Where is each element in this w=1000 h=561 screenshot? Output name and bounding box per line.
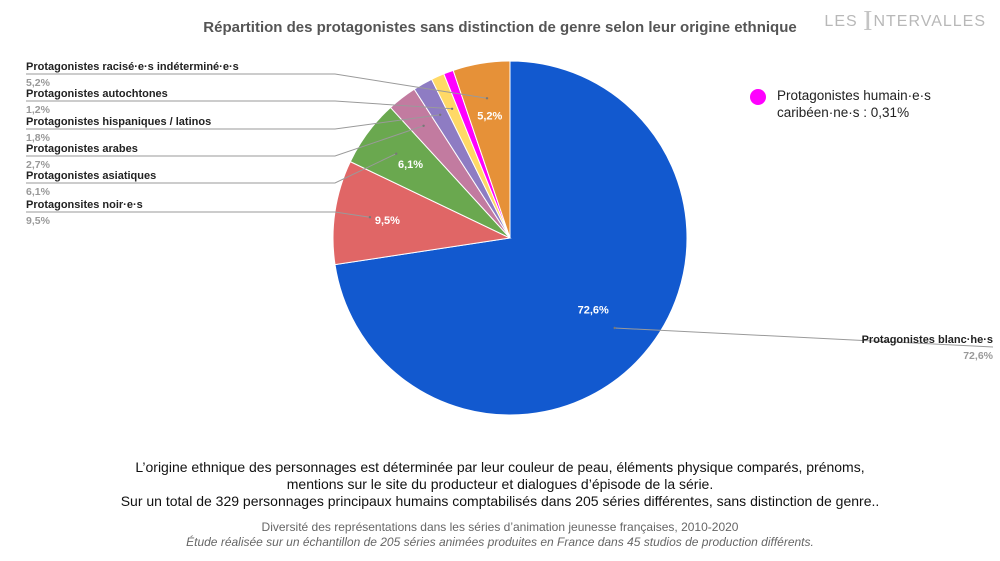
callout-name: Protagonistes racisé·e·s indéterminé·e·s: [26, 61, 239, 73]
callout-anchor-dot: [395, 152, 398, 155]
methodology-caption: L’origine ethnique des personnages est d…: [0, 459, 1000, 510]
callout-value: 1,8%: [26, 132, 51, 144]
callout-leader-line: [26, 73, 488, 99]
legend-swatch: [750, 89, 766, 105]
chart-legend: Protagonistes humain·e·s caribéen·ne·s :…: [750, 87, 977, 121]
callout-value: 1,2%: [26, 104, 51, 116]
callout-leader-line: [26, 125, 424, 157]
callout-anchor-dot: [613, 326, 616, 330]
slice-value-label: 5,2%: [477, 111, 502, 123]
slice-value-label: 9,5%: [375, 215, 400, 227]
brand-logo: LES INTERVALLES: [824, 6, 986, 37]
caption-line-2: mentions sur le site du producteur et di…: [286, 476, 714, 492]
callout-value: 72,6%: [963, 350, 993, 362]
callout-name: Protagonsites noir·e·s: [26, 199, 143, 211]
callout-anchor-dot: [485, 97, 489, 100]
callout-name: Protagonistes blanc·he·s: [862, 334, 993, 346]
callout-anchor-dot: [422, 124, 425, 128]
slice-value-label: 6,1%: [398, 159, 423, 171]
legend-label: Protagonistes humain·e·s caribéen·ne·s :…: [777, 88, 931, 120]
pie-slice-protagonistes-racise-e-s-indetermine-e-s: [452, 60, 511, 239]
callout-value: 2,7%: [26, 159, 51, 171]
callout-value: 6,1%: [26, 186, 51, 198]
callout-name: Protagonistes asiatiques: [26, 170, 156, 182]
caption-line-3: Sur un total de 329 personnages principa…: [120, 493, 880, 509]
callout-leader-line: [26, 100, 453, 110]
source-note: Diversité des représentations dans les s…: [0, 520, 1000, 550]
callout-anchor-dot: [439, 113, 442, 117]
callout-leader-line: [26, 114, 441, 130]
callout-name: Protagonistes autochtones: [26, 88, 168, 100]
source-line-1: Diversité des représentations dans les s…: [261, 520, 739, 534]
callout-leader-line: [26, 153, 397, 184]
caption-line-1: L’origine ethnique des personnages est d…: [135, 459, 865, 475]
source-line-2: Étude réalisée sur un échantillon de 205…: [186, 535, 814, 549]
callout-leader-line: [614, 327, 994, 348]
callout-anchor-dot: [450, 107, 454, 111]
chart-title: Répartition des protagonistes sans disti…: [203, 19, 797, 36]
callout-anchor-dot: [368, 216, 372, 219]
callout-name: Protagonistes hispaniques / latinos: [26, 116, 211, 128]
callout-leader-line: [26, 211, 370, 218]
callout-value: 9,5%: [26, 215, 51, 227]
callout-value: 5,2%: [26, 77, 51, 89]
callout-name: Protagonistes arabes: [26, 143, 138, 155]
slice-value-label: 72,6%: [578, 305, 609, 317]
